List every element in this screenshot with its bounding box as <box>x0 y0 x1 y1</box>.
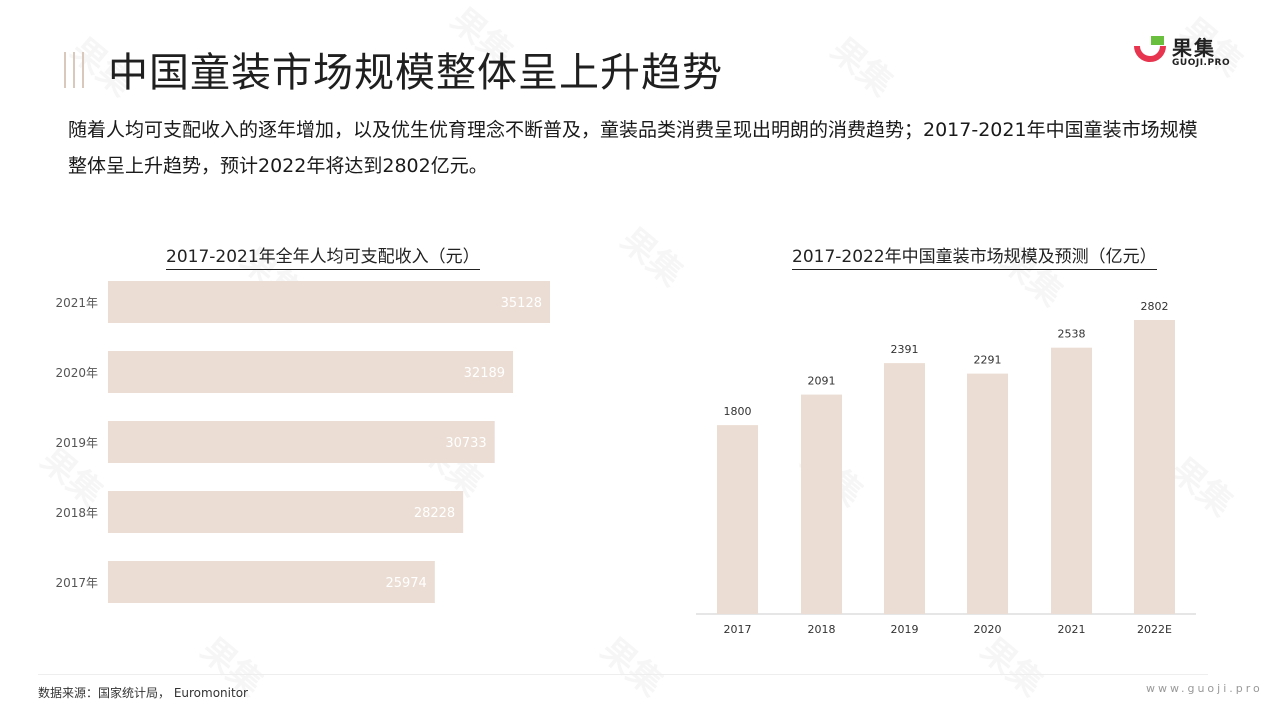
guoji-logo-icon <box>1134 36 1166 62</box>
brand-logo: 果集 GUOJI.PRO <box>1132 32 1242 72</box>
market-bar <box>967 373 1008 614</box>
income-category-label: 2019年 <box>55 436 98 450</box>
income-bar <box>108 491 464 533</box>
logo-name-cn: 果集 <box>1172 36 1216 60</box>
income-bar-value: 32189 <box>464 366 505 381</box>
income-category-label: 2017年 <box>55 576 98 590</box>
market-bar <box>801 394 842 614</box>
logo-name-en: GUOJI.PRO <box>1172 58 1231 68</box>
market-bar <box>1051 347 1092 614</box>
market-category-label: 2019 <box>891 623 919 636</box>
market-bar <box>884 363 925 614</box>
market-chart-title: 2017-2022年中国童装市场规模及预测（亿元） <box>792 242 1157 270</box>
footer-divider <box>38 674 1208 675</box>
title-accent-bars <box>64 52 94 88</box>
market-bar-value: 2391 <box>891 343 919 356</box>
website-url: www.guoji.pro <box>1146 682 1263 695</box>
data-source: 数据来源：国家统计局， Euromonitor <box>38 686 248 700</box>
income-bar <box>108 351 514 393</box>
income-bar-value: 25974 <box>385 576 426 591</box>
income-bar-value: 30733 <box>445 436 486 451</box>
income-bar-value: 35128 <box>501 296 542 311</box>
market-bar-value: 2291 <box>974 354 1002 367</box>
income-category-label: 2018年 <box>55 506 98 520</box>
market-category-label: 2021 <box>1058 623 1086 636</box>
intro-paragraph: 随着人均可支配收入的逐年增加，以及优生优育理念不断普及，童装品类消费呈现出明朗的… <box>68 119 1198 177</box>
income-bar <box>108 421 495 463</box>
market-bar-value: 2091 <box>808 375 836 388</box>
market-bar <box>717 425 758 614</box>
market-bar <box>1134 320 1175 614</box>
market-bar-value: 2538 <box>1058 328 1086 341</box>
page-title: 中国童装市场规模整体呈上升趋势 <box>108 50 723 96</box>
market-bar-value: 1800 <box>724 405 752 418</box>
market-category-label: 2017 <box>724 623 752 636</box>
income-category-label: 2020年 <box>55 366 98 380</box>
income-category-label: 2021年 <box>55 296 98 310</box>
market-category-label: 2020 <box>974 623 1002 636</box>
market-category-label: 2018 <box>808 623 836 636</box>
market-bar-value: 2802 <box>1141 300 1169 313</box>
income-bar <box>108 561 435 603</box>
income-bar-value: 28228 <box>414 506 455 521</box>
income-chart-title: 2017-2021年全年人均可支配收入（元） <box>166 242 480 270</box>
market-category-label: 2022E <box>1137 623 1172 636</box>
income-bar <box>108 281 550 323</box>
